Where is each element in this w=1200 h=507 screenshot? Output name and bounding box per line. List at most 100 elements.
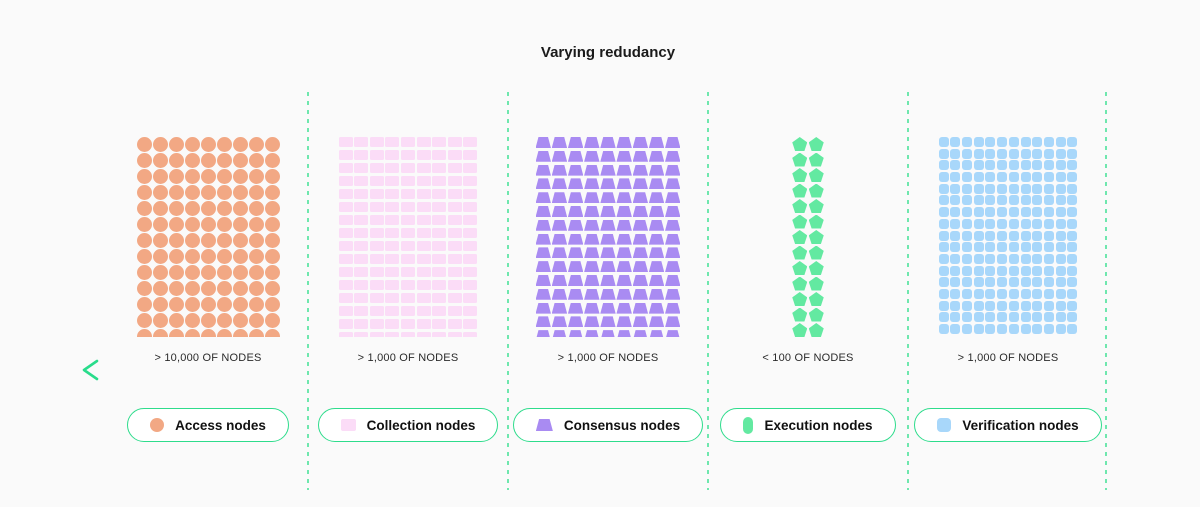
access-circle-icon <box>216 137 232 152</box>
execution-pentagon-icon <box>792 261 808 275</box>
consensus-trapezoid-icon <box>632 288 649 300</box>
access-circle-icon <box>136 185 152 200</box>
collection-square-icon <box>401 293 415 303</box>
verification-rounded-square-icon <box>1067 183 1078 194</box>
execution-count-label: < 100 OF NODES <box>762 352 854 364</box>
verification-rounded-square-icon <box>1020 160 1031 171</box>
collection-square-icon <box>369 137 384 147</box>
verification-rounded-square-icon <box>997 172 1008 183</box>
verification-rounded-square-icon <box>1008 324 1019 334</box>
consensus-trapezoid-icon <box>600 330 616 337</box>
access-node-grid <box>136 137 280 337</box>
consensus-trapezoid-icon <box>600 219 616 231</box>
access-circle-icon <box>184 329 200 337</box>
verification-rounded-square-icon <box>973 207 984 218</box>
consensus-trapezoid-icon <box>551 302 568 314</box>
collection-square-icon <box>385 267 400 277</box>
group-collection: > 1,000 OF NODES <box>308 137 508 364</box>
collection-square-icon <box>338 228 353 238</box>
verification-rounded-square-icon <box>985 242 996 253</box>
consensus-trapezoid-icon <box>535 330 551 337</box>
verification-rounded-square-icon <box>1055 218 1066 229</box>
verification-rounded-square-icon <box>997 288 1008 299</box>
verification-rounded-square-icon <box>1008 242 1019 253</box>
consensus-trapezoid-icon <box>535 150 551 162</box>
access-circle-icon <box>248 329 264 337</box>
verification-rounded-square-icon <box>1020 218 1031 229</box>
verification-rounded-square-icon <box>1067 242 1078 253</box>
collection-square-icon <box>416 332 431 337</box>
access-circle-icon <box>248 185 264 200</box>
collection-square-icon <box>447 241 462 251</box>
access-circle-icon <box>232 137 248 152</box>
collection-square-icon <box>416 267 431 277</box>
access-circle-icon <box>264 185 280 200</box>
collection-square-icon <box>401 332 415 337</box>
verification-rounded-square-icon <box>950 172 961 183</box>
access-count-label: > 10,000 OF NODES <box>154 352 262 364</box>
collection-square-icon <box>401 202 415 212</box>
verification-rounded-square-icon <box>950 300 961 311</box>
verification-rounded-square-icon <box>938 253 949 264</box>
verification-rounded-square-icon <box>1067 312 1078 323</box>
consensus-trapezoid-icon <box>567 150 584 162</box>
access-circle-icon <box>200 217 216 232</box>
verification-rounded-square-icon <box>1008 137 1019 147</box>
access-circle-icon <box>248 249 264 264</box>
verification-rounded-square-icon <box>997 242 1008 253</box>
collection-square-icon <box>338 332 353 337</box>
verification-rounded-square-icon <box>950 160 961 171</box>
consensus-trapezoid-icon <box>567 137 584 148</box>
consensus-trapezoid-icon <box>665 150 681 162</box>
collection-square-icon <box>369 293 384 303</box>
execution-pentagon-icon <box>808 292 824 306</box>
access-circle-icon <box>200 313 216 328</box>
consensus-trapezoid-icon <box>551 330 568 337</box>
consensus-trapezoid-icon <box>632 178 649 190</box>
verification-rounded-square-icon <box>1043 324 1054 334</box>
execution-pentagon-icon <box>808 214 824 229</box>
verification-rounded-square-icon <box>1055 277 1066 288</box>
verification-rounded-square-icon <box>1020 277 1031 288</box>
verification-rounded-square-icon <box>1043 242 1054 253</box>
collection-square-icon <box>354 215 369 225</box>
verification-rounded-square-icon <box>1008 253 1019 264</box>
consensus-trapezoid-icon <box>567 192 584 204</box>
collection-square-icon <box>385 280 400 290</box>
verification-rounded-square-icon <box>1008 172 1019 183</box>
consensus-trapezoid-icon <box>632 302 649 314</box>
consensus-trapezoid-icon <box>584 288 600 300</box>
consensus-trapezoid-icon <box>584 178 600 190</box>
verification-rounded-square-icon <box>973 160 984 171</box>
consensus-trapezoid-icon <box>567 316 584 328</box>
verification-rounded-square-icon <box>962 265 973 276</box>
consensus-trapezoid-icon <box>551 164 568 176</box>
consensus-trapezoid-icon <box>632 150 649 162</box>
access-circle-icon <box>184 265 200 280</box>
access-circle-icon <box>168 137 184 152</box>
collection-square-icon <box>354 306 369 316</box>
verification-rounded-square-icon <box>985 324 996 334</box>
consensus-trapezoid-icon <box>584 274 600 286</box>
verification-rounded-square-icon <box>1055 324 1066 334</box>
verification-rounded-square-icon <box>938 172 949 183</box>
execution-pentagon-icon <box>792 307 808 322</box>
access-circle-icon <box>152 329 168 337</box>
consensus-trapezoid-icon <box>665 192 681 204</box>
consensus-trapezoid-icon <box>648 178 665 190</box>
arrowhead-left-icon <box>82 359 99 381</box>
access-circle-icon <box>216 265 232 280</box>
verification-rounded-square-icon <box>1020 137 1031 147</box>
collection-square-icon <box>369 215 384 225</box>
consensus-trapezoid-icon <box>535 164 551 176</box>
verification-rounded-square-icon <box>1032 137 1043 147</box>
consensus-trapezoid-icon <box>616 219 632 231</box>
access-circle-icon <box>232 169 248 184</box>
verification-rounded-square-icon <box>1043 172 1054 183</box>
collection-square-icon <box>432 319 447 329</box>
verification-rounded-square-icon <box>973 300 984 311</box>
verification-rounded-square-icon <box>1055 230 1066 241</box>
verification-rounded-square-icon <box>1008 207 1019 218</box>
verification-rounded-square-icon <box>973 148 984 159</box>
collection-square-icon <box>447 163 462 173</box>
